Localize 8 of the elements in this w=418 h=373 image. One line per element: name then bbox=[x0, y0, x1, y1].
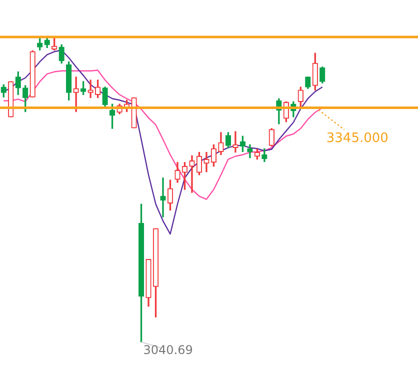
candlestick bbox=[232, 131, 238, 153]
candlestick bbox=[73, 76, 79, 112]
candlestick bbox=[160, 178, 166, 218]
text: 3345.000 bbox=[326, 131, 388, 146]
text: 3040.69 bbox=[143, 343, 193, 358]
candlestick bbox=[88, 80, 94, 98]
candlestick bbox=[204, 152, 210, 172]
candlestick bbox=[189, 155, 195, 193]
